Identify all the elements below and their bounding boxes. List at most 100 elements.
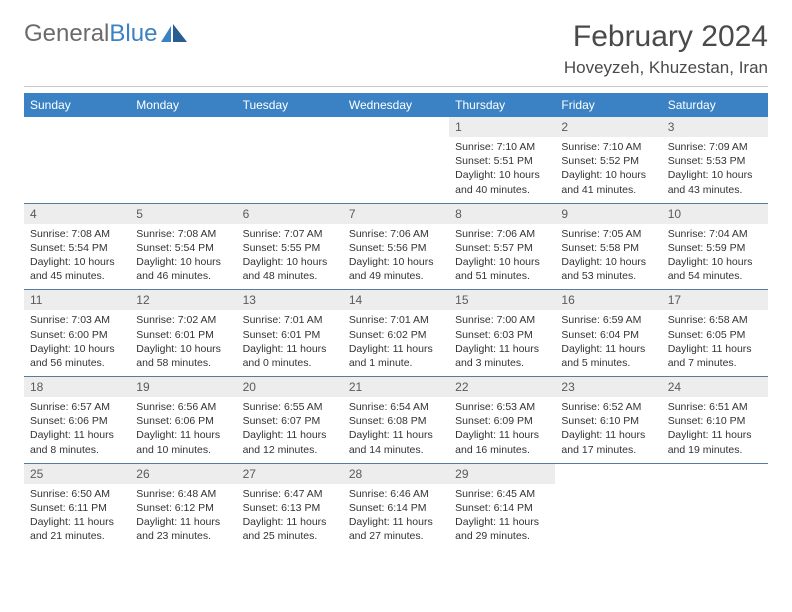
- day-number: 15: [449, 290, 555, 310]
- daylight-line: Daylight: 10 hours and 56 minutes.: [30, 342, 124, 370]
- day-cell: [555, 464, 661, 550]
- sunrise-line: Sunrise: 6:51 AM: [668, 400, 762, 414]
- day-cell: [662, 464, 768, 550]
- logo-text-gray: General: [24, 20, 109, 48]
- sunset-line: Sunset: 6:09 PM: [455, 414, 549, 428]
- sunrise-line: Sunrise: 7:01 AM: [243, 313, 337, 327]
- day-number: 1: [449, 117, 555, 137]
- week-row: 25Sunrise: 6:50 AMSunset: 6:11 PMDayligh…: [24, 464, 768, 550]
- day-cell: 17Sunrise: 6:58 AMSunset: 6:05 PMDayligh…: [662, 290, 768, 376]
- sunset-line: Sunset: 6:01 PM: [136, 328, 230, 342]
- sunrise-line: Sunrise: 6:58 AM: [668, 313, 762, 327]
- day-number: 20: [237, 377, 343, 397]
- daylight-line: Daylight: 10 hours and 45 minutes.: [30, 255, 124, 283]
- sunrise-line: Sunrise: 6:54 AM: [349, 400, 443, 414]
- day-body: Sunrise: 6:46 AMSunset: 6:14 PMDaylight:…: [343, 484, 449, 550]
- day-body: Sunrise: 7:02 AMSunset: 6:01 PMDaylight:…: [130, 310, 236, 376]
- dow-cell: Saturday: [662, 93, 768, 117]
- daylight-line: Daylight: 11 hours and 7 minutes.: [668, 342, 762, 370]
- sunrise-line: Sunrise: 6:59 AM: [561, 313, 655, 327]
- dow-cell: Wednesday: [343, 93, 449, 117]
- day-cell: 19Sunrise: 6:56 AMSunset: 6:06 PMDayligh…: [130, 377, 236, 463]
- day-body: Sunrise: 7:10 AMSunset: 5:52 PMDaylight:…: [555, 137, 661, 203]
- title-block: February 2024 Hoveyzeh, Khuzestan, Iran: [564, 20, 768, 78]
- sunrise-line: Sunrise: 7:06 AM: [349, 227, 443, 241]
- sunrise-line: Sunrise: 6:55 AM: [243, 400, 337, 414]
- sunrise-line: Sunrise: 6:53 AM: [455, 400, 549, 414]
- dow-cell: Tuesday: [237, 93, 343, 117]
- day-number: 5: [130, 204, 236, 224]
- daylight-line: Daylight: 10 hours and 53 minutes.: [561, 255, 655, 283]
- sunrise-line: Sunrise: 7:03 AM: [30, 313, 124, 327]
- sunset-line: Sunset: 5:52 PM: [561, 154, 655, 168]
- sunset-line: Sunset: 6:14 PM: [349, 501, 443, 515]
- month-title: February 2024: [564, 20, 768, 54]
- sunrise-line: Sunrise: 6:45 AM: [455, 487, 549, 501]
- day-body: Sunrise: 6:51 AMSunset: 6:10 PMDaylight:…: [662, 397, 768, 463]
- day-cell: 8Sunrise: 7:06 AMSunset: 5:57 PMDaylight…: [449, 204, 555, 290]
- sunrise-line: Sunrise: 7:08 AM: [30, 227, 124, 241]
- daylight-line: Daylight: 11 hours and 17 minutes.: [561, 428, 655, 456]
- sunrise-line: Sunrise: 6:50 AM: [30, 487, 124, 501]
- daylight-line: Daylight: 10 hours and 49 minutes.: [349, 255, 443, 283]
- sunset-line: Sunset: 5:54 PM: [30, 241, 124, 255]
- sunset-line: Sunset: 6:13 PM: [243, 501, 337, 515]
- sunrise-line: Sunrise: 7:00 AM: [455, 313, 549, 327]
- day-body: Sunrise: 6:53 AMSunset: 6:09 PMDaylight:…: [449, 397, 555, 463]
- sunset-line: Sunset: 6:01 PM: [243, 328, 337, 342]
- logo: GeneralBlue: [24, 20, 189, 48]
- daylight-line: Daylight: 11 hours and 5 minutes.: [561, 342, 655, 370]
- day-cell: 29Sunrise: 6:45 AMSunset: 6:14 PMDayligh…: [449, 464, 555, 550]
- day-cell: 2Sunrise: 7:10 AMSunset: 5:52 PMDaylight…: [555, 117, 661, 203]
- sunrise-line: Sunrise: 6:48 AM: [136, 487, 230, 501]
- day-number: 12: [130, 290, 236, 310]
- sunrise-line: Sunrise: 7:09 AM: [668, 140, 762, 154]
- sunset-line: Sunset: 6:07 PM: [243, 414, 337, 428]
- sunset-line: Sunset: 6:06 PM: [30, 414, 124, 428]
- day-cell: 15Sunrise: 7:00 AMSunset: 6:03 PMDayligh…: [449, 290, 555, 376]
- day-cell: 20Sunrise: 6:55 AMSunset: 6:07 PMDayligh…: [237, 377, 343, 463]
- sunset-line: Sunset: 6:04 PM: [561, 328, 655, 342]
- daylight-line: Daylight: 10 hours and 46 minutes.: [136, 255, 230, 283]
- day-cell: [130, 117, 236, 203]
- day-number: 17: [662, 290, 768, 310]
- day-number: 18: [24, 377, 130, 397]
- day-cell: 22Sunrise: 6:53 AMSunset: 6:09 PMDayligh…: [449, 377, 555, 463]
- day-number: 22: [449, 377, 555, 397]
- day-cell: 5Sunrise: 7:08 AMSunset: 5:54 PMDaylight…: [130, 204, 236, 290]
- day-cell: 27Sunrise: 6:47 AMSunset: 6:13 PMDayligh…: [237, 464, 343, 550]
- day-cell: 21Sunrise: 6:54 AMSunset: 6:08 PMDayligh…: [343, 377, 449, 463]
- day-cell: 9Sunrise: 7:05 AMSunset: 5:58 PMDaylight…: [555, 204, 661, 290]
- day-number: 24: [662, 377, 768, 397]
- daylight-line: Daylight: 11 hours and 0 minutes.: [243, 342, 337, 370]
- day-body: Sunrise: 7:06 AMSunset: 5:57 PMDaylight:…: [449, 224, 555, 290]
- daylight-line: Daylight: 11 hours and 16 minutes.: [455, 428, 549, 456]
- day-number: 6: [237, 204, 343, 224]
- day-number: 26: [130, 464, 236, 484]
- day-number: 25: [24, 464, 130, 484]
- daylight-line: Daylight: 10 hours and 40 minutes.: [455, 168, 549, 196]
- days-of-week-row: SundayMondayTuesdayWednesdayThursdayFrid…: [24, 93, 768, 117]
- week-row: 1Sunrise: 7:10 AMSunset: 5:51 PMDaylight…: [24, 117, 768, 204]
- day-number: 27: [237, 464, 343, 484]
- day-body: Sunrise: 7:04 AMSunset: 5:59 PMDaylight:…: [662, 224, 768, 290]
- sunset-line: Sunset: 5:57 PM: [455, 241, 549, 255]
- sunrise-line: Sunrise: 6:56 AM: [136, 400, 230, 414]
- day-body: Sunrise: 6:55 AMSunset: 6:07 PMDaylight:…: [237, 397, 343, 463]
- sunset-line: Sunset: 5:51 PM: [455, 154, 549, 168]
- day-body: Sunrise: 6:47 AMSunset: 6:13 PMDaylight:…: [237, 484, 343, 550]
- sunset-line: Sunset: 5:58 PM: [561, 241, 655, 255]
- dow-cell: Monday: [130, 93, 236, 117]
- day-number: 23: [555, 377, 661, 397]
- day-body: Sunrise: 6:58 AMSunset: 6:05 PMDaylight:…: [662, 310, 768, 376]
- day-body: Sunrise: 7:09 AMSunset: 5:53 PMDaylight:…: [662, 137, 768, 203]
- day-number: 21: [343, 377, 449, 397]
- day-body: Sunrise: 7:07 AMSunset: 5:55 PMDaylight:…: [237, 224, 343, 290]
- sunset-line: Sunset: 5:55 PM: [243, 241, 337, 255]
- daylight-line: Daylight: 11 hours and 25 minutes.: [243, 515, 337, 543]
- sunrise-line: Sunrise: 6:47 AM: [243, 487, 337, 501]
- dow-cell: Thursday: [449, 93, 555, 117]
- daylight-line: Daylight: 11 hours and 3 minutes.: [455, 342, 549, 370]
- day-body: Sunrise: 7:00 AMSunset: 6:03 PMDaylight:…: [449, 310, 555, 376]
- sunrise-line: Sunrise: 7:07 AM: [243, 227, 337, 241]
